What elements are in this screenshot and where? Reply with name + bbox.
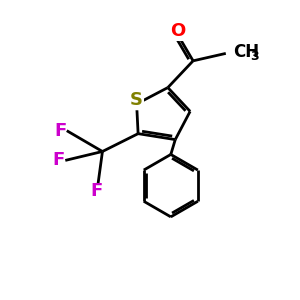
Text: 3: 3 (250, 50, 259, 63)
Text: O: O (171, 22, 186, 40)
Text: S: S (130, 92, 143, 110)
Text: F: F (90, 182, 103, 200)
Text: F: F (52, 152, 65, 169)
Text: F: F (54, 122, 66, 140)
Text: CH: CH (233, 43, 259, 61)
